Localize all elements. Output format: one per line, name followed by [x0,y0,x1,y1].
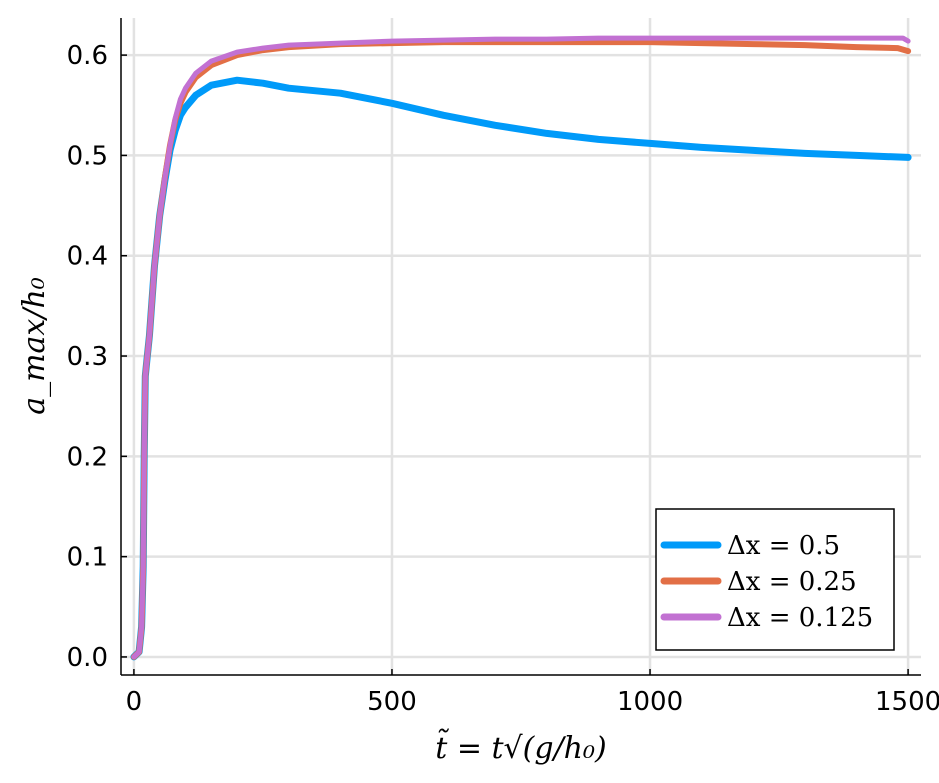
x-tick-label: 0 [126,687,143,717]
series-line-3 [131,35,911,660]
y-tick-label: 0.1 [67,543,108,573]
axes [120,18,921,676]
legend-label: Δx = 0.125 [727,603,873,633]
y-axis-label: a_max/h₀ [17,277,52,415]
legend-label: Δx = 0.25 [727,567,857,597]
x-tick-label: 1500 [875,687,939,717]
x-axis-label: t̃ = t√(g/h₀) [435,728,607,766]
y-tick-label: 0.0 [67,643,108,673]
series-layer [130,35,912,661]
y-tick-label: 0.2 [67,442,108,472]
y-tick-label: 0.6 [67,41,108,71]
y-tick-label: 0.3 [67,342,108,372]
legend: Δx = 0.5 Δx = 0.25 Δx = 0.125 [655,508,895,651]
x-tick-label: 500 [367,687,417,717]
legend-label: Δx = 0.5 [727,531,840,561]
y-tick-label: 0.5 [67,141,108,171]
y-tick-label: 0.4 [67,242,108,272]
x-tick-label: 1000 [617,687,683,717]
x-ticks: 0 500 1000 1500 [126,669,939,717]
y-ticks: 0.0 0.1 0.2 0.3 0.4 0.5 0.6 [67,41,127,673]
